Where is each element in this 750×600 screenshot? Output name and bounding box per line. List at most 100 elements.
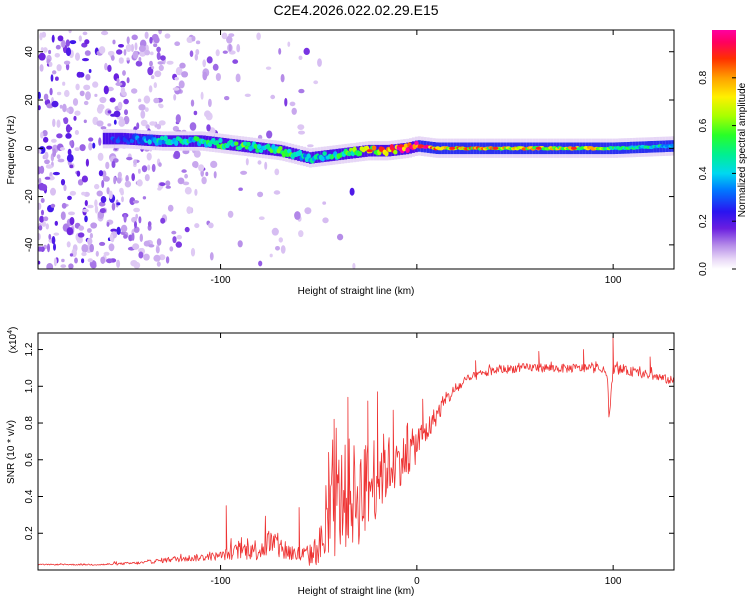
spectrogram-noise-blob [165,180,171,187]
spectrogram-ridge-band [394,144,398,156]
spectrogram-noise-blob [99,241,106,246]
spectrogram-noise-blob [97,104,105,110]
spectrogram-noise-blob [269,253,273,258]
spectrogram-noise-blob [61,258,65,263]
spectrogram-noise-blob [122,70,126,76]
spectrogram-noise-blob [74,147,80,152]
spectrogram-noise-blob [87,228,92,233]
spectrogram-noise-blob [89,232,93,239]
spectrogram-noise-blob [122,91,127,97]
spectrogram-noise-blob [90,222,98,229]
spectrogram-noise-blob [87,204,94,209]
spectrogram-noise-blob [189,122,197,131]
spectrogram-noise-blob [116,202,121,206]
spectrogram-noise-blob [212,63,219,71]
spectrogram-noise-blob [153,97,160,104]
spectrogram-noise-blob [66,227,74,236]
snr-x-tick-label: -100 [211,576,231,587]
spectrogram-noise-blob [158,30,162,35]
spectrogram-noise-blob [52,70,57,75]
spectrogram-noise-blob [208,98,212,108]
spectrogram-noise-blob [265,66,272,70]
spectrogram-noise-blob [134,221,137,229]
spectrogram-noise-blob [132,200,140,204]
spectrogram-noise-blob [69,190,77,196]
snr-y-tick-label: 1.0 [24,379,35,393]
snr-y-tick-label: 1.2 [24,342,35,356]
spectrogram-noise-blob [264,161,268,170]
spectrogram-noise-blob [138,57,142,62]
spectrogram-noise-blob [135,60,143,67]
spectrogram-noise-blob [200,91,204,100]
spectrogram-noise-blob [133,159,138,166]
spectrogram-noise-blob [224,96,230,101]
spectrogram-noise-blob [195,40,201,45]
snr-multiplier-base: (x10 [8,333,19,353]
spectrogram-noise-blob [189,50,194,57]
spectrogram-noise-blob [51,34,55,43]
spectrogram-noise-blob [83,100,89,106]
spectrogram-noise-blob [137,98,142,103]
spectrogram-noise-blob [107,50,115,56]
spectrogram-ridge-cell [357,151,363,157]
spectrogram-noise-blob [144,31,149,39]
spectrogram-noise-blob [45,164,53,169]
spectrogram-noise-blob [202,71,208,81]
spectrogram-noise-blob [98,137,102,146]
spectrogram-heatmap [38,30,674,269]
snr-series-line [38,336,674,566]
spectrogram-noise-blob [83,84,91,91]
spectrogram-noise-blob [143,253,150,261]
spectrogram-noise-blob [123,98,129,105]
spectrogram-noise-blob [245,158,249,166]
spectrogram-noise-blob [105,161,110,170]
spectrogram-noise-blob [352,262,356,269]
spectrogram-noise-blob [228,33,235,37]
spectrogram-noise-blob [186,36,194,43]
spectrogram-noise-blob [151,66,155,70]
spectrogram-noise-blob [115,82,123,86]
spectrogram-noise-blob [38,225,43,231]
spectrogram-noise-blob [67,148,72,156]
spectrogram-ridge-cell [347,151,352,157]
spectrogram-noise-blob [153,36,160,44]
spectrogram-noise-blob [155,246,160,254]
colorbar-label: Normalized spectral amplitude [737,82,748,217]
spectrogram-noise-blob [172,236,177,244]
colorbar-gradient [712,30,736,269]
spectrogram-noise-blob [158,120,166,126]
colorbar-tick-label: 0.2 [698,214,709,228]
spectrogram-ridge-cell [403,143,409,149]
spectrogram-noise-blob [117,101,123,110]
spectrogram-frame [37,29,675,270]
spectrogram-ridge-cell [384,150,389,157]
spectrogram-noise-blob [206,124,211,132]
spectrogram-noise-blob [192,161,199,168]
spectrogram-noise-blob [39,64,44,72]
spectrogram-noise-blob [175,241,182,248]
spectrogram-noise-blob [118,57,124,64]
spectrogram-noise-blob [57,35,64,42]
spectrogram-noise-blob [123,49,127,56]
spectrogram-noise-blob [134,42,138,51]
colorbar-tick-label: 0.0 [698,262,709,276]
spectrogram-noise-blob [52,118,56,128]
spectrogram-noise-blob [68,30,72,34]
spectrogram-noise-blob [130,43,134,53]
spectrogram-noise-blob [97,152,104,161]
spectrogram-noise-blob [141,165,148,173]
spectrogram-hot-spot [492,146,499,150]
spectrogram-noise-blob [81,244,89,253]
spectrogram-noise-blob [44,159,50,165]
spectrogram-noise-blob [55,44,61,50]
spectrogram-ridge-cell [320,156,325,162]
spectrogram-noise-blob [147,164,151,171]
spectrogram-noise-blob [87,258,94,263]
spectrogram-noise-blob [75,83,80,91]
spectrogram-noise-blob [138,45,146,52]
spectrogram-noise-blob [59,104,63,109]
spectrogram-noise-blob [56,133,63,139]
spectrogram-ridge-band [126,133,130,145]
spectrogram-noise-blob [174,41,181,46]
